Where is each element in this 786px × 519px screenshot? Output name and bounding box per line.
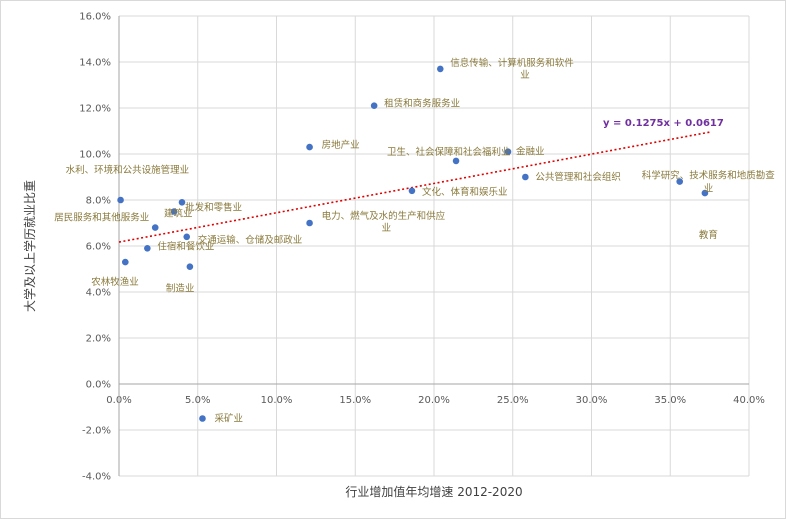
data-label: 交通运输、仓储及邮政业 (198, 234, 303, 246)
y-tick-label: -2.0% (82, 426, 111, 437)
y-tick-label: 16.0% (79, 12, 111, 23)
data-label: 公共管理和社会组织 (535, 171, 621, 183)
data-point (676, 178, 683, 185)
y-tick-label: 12.0% (79, 104, 111, 115)
data-label: 居民服务和其他服务业 (54, 212, 149, 224)
data-label: 电力、燃气及水的生产和供应业 (322, 210, 446, 234)
data-point (370, 102, 378, 109)
data-label: 建筑业 (164, 207, 193, 219)
y-axis-title: 大学及以上学历就业比重 (22, 180, 37, 312)
data-label: 租赁和商务服务业 (384, 98, 460, 110)
x-tick-label: 10.0% (261, 395, 293, 406)
data-label: 文化、体育和娱乐业 (422, 186, 508, 198)
x-tick-label: 35.0% (654, 395, 686, 406)
trendline-equation: y = 0.1275x + 0.0617 (603, 118, 724, 129)
data-label: 卫生、社会保障和社会福利业 (387, 146, 511, 158)
x-axis-title: 行业增加值年均增速 2012-2020 (345, 484, 522, 499)
data-point (117, 196, 124, 204)
data-labels: 信息传输、计算机服务和软件业租赁和商务服务业房地产业卫生、社会保障和社会福利业金… (54, 57, 775, 425)
y-tick-label: 2.0% (86, 334, 111, 345)
trendline-layer (118, 131, 710, 243)
data-label-line: 信息传输、计算机服务和软件 (450, 57, 574, 69)
x-tick-label: 40.0% (733, 395, 765, 406)
y-tick-label: -4.0% (82, 472, 111, 483)
data-point (199, 415, 206, 422)
data-label-line: 业 (520, 70, 530, 81)
data-point (306, 143, 313, 151)
data-point (183, 233, 191, 241)
data-point (701, 189, 709, 197)
data-label: 批发和零售业 (185, 202, 242, 214)
data-point (408, 187, 416, 195)
data-label: 金融业 (516, 146, 545, 158)
data-label: 教育 (699, 229, 718, 241)
data-label-line: 业 (704, 184, 714, 195)
data-label: 房地产业 (322, 139, 360, 151)
y-tick-label: 4.0% (86, 288, 111, 299)
data-point (504, 148, 512, 155)
data-point (306, 219, 313, 227)
data-label: 农林牧渔业 (91, 276, 139, 288)
data-label-line: 电力、燃气及水的生产和供应 (322, 210, 446, 222)
data-point (122, 258, 129, 266)
data-point (151, 224, 159, 231)
data-point (144, 245, 151, 252)
y-tick-label: 0.0% (86, 380, 111, 391)
data-label-line: 科学研究、技术服务和地质勘查 (642, 170, 776, 182)
x-tick-label: 20.0% (418, 395, 450, 406)
y-tick-label: 6.0% (86, 242, 111, 253)
data-point (437, 65, 444, 73)
axes: -4.0% -2.0% 0.0% 2.0% 4.0% 6.0% 8.0% 10.0% 12.0%… (79, 12, 765, 483)
x-tick-label: 25.0% (497, 395, 529, 406)
data-label: 采矿业 (214, 413, 243, 425)
data-label: 科学研究、技术服务和地质勘查业 (642, 170, 776, 195)
data-point (186, 263, 194, 271)
x-tick-label: 15.0% (339, 395, 371, 406)
data-label: 住宿和餐饮业 (157, 240, 214, 252)
x-tick-label: 30.0% (576, 395, 608, 406)
data-point (170, 208, 178, 215)
data-label-line: 业 (382, 223, 392, 234)
y-tick-label: 14.0% (79, 58, 111, 69)
data-label: 信息传输、计算机服务和软件业 (450, 57, 574, 81)
data-points (117, 65, 709, 422)
data-point (452, 157, 460, 165)
data-label: 水利、环境和公共设施管理业 (66, 164, 190, 176)
data-label: 制造业 (166, 283, 195, 295)
y-tick-label: 10.0% (79, 150, 111, 161)
y-tick-label: 8.0% (86, 196, 111, 207)
trendline (118, 131, 710, 243)
data-point (178, 199, 186, 206)
data-point (522, 173, 529, 181)
x-tick-label: 5.0% (185, 395, 210, 406)
